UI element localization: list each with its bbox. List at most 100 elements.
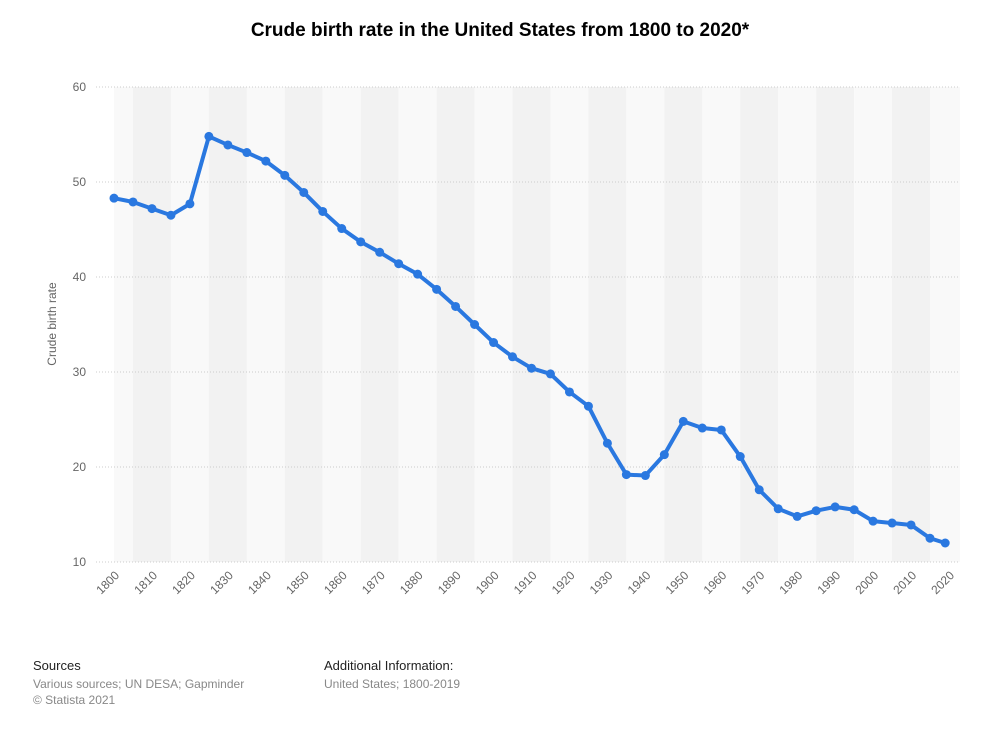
data-point[interactable] <box>109 193 119 203</box>
data-point[interactable] <box>792 511 802 521</box>
column-band <box>588 87 627 562</box>
gridlines <box>96 86 960 563</box>
data-point[interactable] <box>375 247 385 257</box>
sources-text: Various sources; UN DESA; Gapminder <box>33 677 245 691</box>
data-point[interactable] <box>356 237 366 247</box>
data-point[interactable] <box>906 520 916 530</box>
column-band <box>626 87 665 562</box>
data-point[interactable] <box>545 369 555 379</box>
column-band <box>740 87 779 562</box>
column-band <box>778 87 817 562</box>
data-point[interactable] <box>147 204 157 214</box>
chart-title: Crude birth rate in the United States fr… <box>250 20 750 41</box>
x-tick-label: 1900 <box>473 568 502 597</box>
column-band <box>474 87 513 562</box>
column-band <box>132 87 171 562</box>
x-tick-label: 1800 <box>93 568 122 597</box>
data-point[interactable] <box>280 170 290 180</box>
data-point[interactable] <box>242 148 252 158</box>
column-band <box>892 87 931 562</box>
x-tick-label: 1890 <box>435 568 464 597</box>
x-tick-label: 1850 <box>283 568 312 597</box>
additional-info-heading: Additional Information: <box>324 658 454 673</box>
column-band <box>360 87 399 562</box>
data-point[interactable] <box>508 352 518 362</box>
x-tick-label: 1950 <box>663 568 692 597</box>
x-tick-label: 1870 <box>359 568 388 597</box>
data-point[interactable] <box>659 450 669 460</box>
data-point[interactable] <box>318 206 328 216</box>
column-band <box>930 87 960 562</box>
data-point[interactable] <box>261 156 271 166</box>
data-point[interactable] <box>849 505 859 515</box>
data-point[interactable] <box>868 516 878 526</box>
column-band <box>284 87 323 562</box>
data-point[interactable] <box>735 452 745 462</box>
data-point[interactable] <box>223 140 233 150</box>
data-point[interactable] <box>621 470 631 480</box>
column-band <box>512 87 551 562</box>
x-tick-label: 2000 <box>852 568 881 597</box>
x-tick-label: 1980 <box>777 568 806 597</box>
data-point[interactable] <box>678 416 688 426</box>
data-point[interactable] <box>451 301 461 311</box>
copyright-text: © Statista 2021 <box>33 693 116 707</box>
y-tick-label: 40 <box>73 270 87 284</box>
data-point[interactable] <box>185 199 195 209</box>
column-band <box>816 87 855 562</box>
data-point[interactable] <box>413 269 423 279</box>
data-point[interactable] <box>716 425 726 435</box>
data-point[interactable] <box>489 338 499 348</box>
x-tick-label: 1810 <box>131 568 160 597</box>
data-point[interactable] <box>394 259 404 269</box>
data-point[interactable] <box>204 131 214 141</box>
data-point[interactable] <box>811 506 821 516</box>
y-axis-label: Crude birth rate <box>45 282 59 366</box>
x-tick-label: 1840 <box>245 568 274 597</box>
data-point[interactable] <box>583 401 593 411</box>
data-point[interactable] <box>470 320 480 329</box>
data-point[interactable] <box>925 533 935 543</box>
column-band <box>854 87 893 562</box>
data-point[interactable] <box>830 502 840 512</box>
column-band <box>246 87 285 562</box>
x-tick-label: 1970 <box>739 568 768 597</box>
y-tick-label: 60 <box>73 80 87 94</box>
x-tick-label: 1820 <box>169 568 198 597</box>
data-point[interactable] <box>432 284 442 294</box>
x-tick-label: 1860 <box>321 568 350 597</box>
data-point[interactable] <box>299 187 309 197</box>
x-tick-label: 2020 <box>928 568 957 597</box>
x-tick-label: 1910 <box>511 568 540 597</box>
series-group <box>109 131 950 548</box>
column-band <box>322 87 361 562</box>
data-point[interactable] <box>128 197 138 207</box>
data-point[interactable] <box>337 224 347 234</box>
data-point[interactable] <box>602 438 612 448</box>
x-tick-label: 1960 <box>701 568 730 597</box>
data-point[interactable] <box>166 210 176 220</box>
data-point[interactable] <box>887 518 897 528</box>
data-point[interactable] <box>564 387 574 397</box>
column-band <box>702 87 741 562</box>
data-point[interactable] <box>940 538 950 548</box>
column-band <box>664 87 703 562</box>
column-band <box>114 87 133 562</box>
x-tick-label: 2010 <box>890 568 919 597</box>
y-tick-label: 20 <box>73 460 87 474</box>
alternating-column-bands <box>114 87 960 562</box>
sources-heading: Sources <box>33 658 81 673</box>
column-band <box>208 87 247 562</box>
data-point[interactable] <box>527 363 536 373</box>
x-tick-label: 1940 <box>625 568 654 597</box>
data-point[interactable] <box>697 423 707 433</box>
x-tick-label: 1920 <box>549 568 578 597</box>
x-tick-label: 1930 <box>587 568 616 597</box>
x-tick-label: 1990 <box>814 568 843 597</box>
additional-info-block: Additional Information: United States; 1… <box>324 658 460 692</box>
data-point[interactable] <box>773 504 783 514</box>
data-point[interactable] <box>640 471 650 481</box>
column-band <box>398 87 437 562</box>
data-point[interactable] <box>754 485 764 495</box>
y-axis-tick-labels: 10 20 30 40 50 60 <box>73 80 87 569</box>
